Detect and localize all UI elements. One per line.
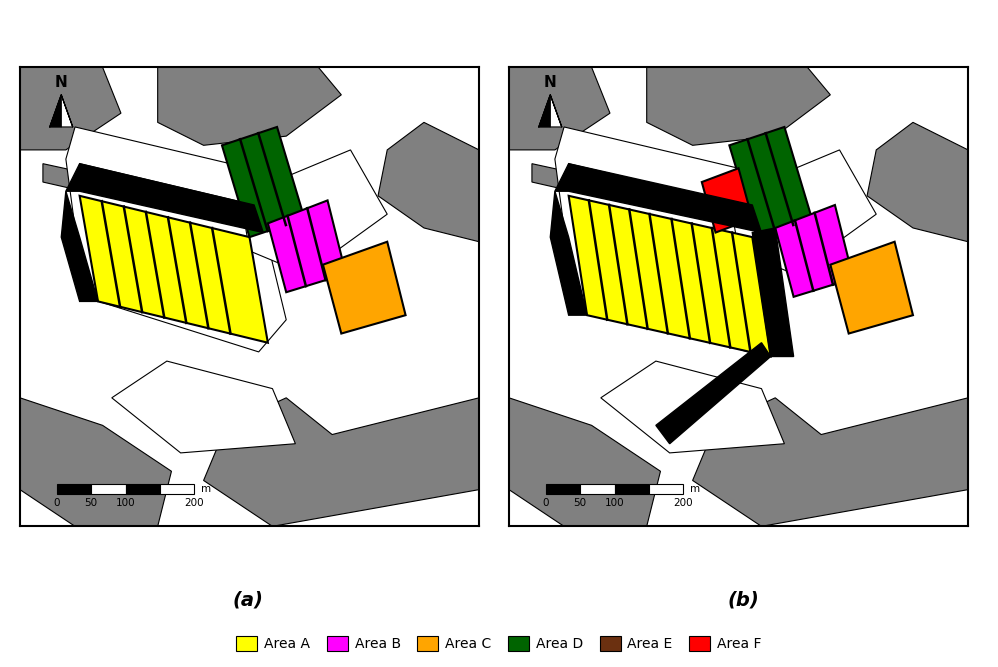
Polygon shape [656, 343, 770, 444]
Polygon shape [775, 205, 853, 297]
Polygon shape [66, 127, 286, 352]
Text: N: N [55, 75, 68, 90]
Polygon shape [158, 67, 341, 145]
Legend: Area A, Area B, Area C, Area D, Area E, Area F: Area A, Area B, Area C, Area D, Area E, … [231, 631, 767, 657]
Bar [91, 484, 126, 494]
Bar [649, 484, 684, 494]
Polygon shape [752, 228, 793, 356]
Polygon shape [550, 191, 587, 315]
Polygon shape [43, 163, 149, 205]
Text: 100: 100 [116, 498, 136, 508]
Polygon shape [323, 241, 405, 334]
Polygon shape [112, 361, 295, 453]
Polygon shape [204, 398, 479, 526]
Polygon shape [693, 398, 968, 526]
Polygon shape [267, 200, 346, 292]
Polygon shape [509, 67, 610, 150]
Bar [57, 484, 91, 494]
Text: (b): (b) [728, 590, 759, 609]
Bar [615, 484, 649, 494]
Polygon shape [222, 127, 304, 237]
Text: 200: 200 [185, 498, 205, 508]
Text: N: N [544, 75, 557, 90]
Polygon shape [702, 168, 752, 233]
Bar [546, 484, 580, 494]
Polygon shape [50, 95, 61, 127]
Polygon shape [509, 398, 661, 526]
Polygon shape [601, 361, 784, 453]
Text: 50: 50 [574, 498, 587, 508]
Polygon shape [867, 122, 968, 241]
Polygon shape [75, 163, 254, 223]
Polygon shape [532, 163, 638, 205]
Polygon shape [80, 196, 267, 343]
Text: (a): (a) [233, 590, 262, 609]
Text: 0: 0 [543, 498, 549, 508]
Polygon shape [539, 95, 550, 127]
Text: 200: 200 [674, 498, 694, 508]
Bar [580, 484, 615, 494]
Polygon shape [730, 127, 812, 237]
Text: 0: 0 [54, 498, 60, 508]
Text: 100: 100 [605, 498, 625, 508]
Polygon shape [61, 95, 73, 127]
Text: 50: 50 [85, 498, 98, 508]
Polygon shape [555, 163, 761, 233]
Polygon shape [569, 196, 770, 356]
Polygon shape [20, 67, 121, 150]
Polygon shape [730, 150, 876, 274]
Polygon shape [550, 95, 562, 127]
Text: m: m [202, 484, 212, 494]
Polygon shape [647, 67, 830, 145]
Bar [160, 484, 195, 494]
Polygon shape [66, 163, 263, 233]
Polygon shape [241, 150, 387, 274]
Polygon shape [378, 122, 479, 241]
Polygon shape [564, 163, 744, 223]
Polygon shape [20, 398, 172, 526]
Polygon shape [61, 191, 98, 301]
Text: m: m [691, 484, 701, 494]
Polygon shape [555, 127, 775, 352]
Polygon shape [830, 241, 913, 334]
Bar [126, 484, 160, 494]
